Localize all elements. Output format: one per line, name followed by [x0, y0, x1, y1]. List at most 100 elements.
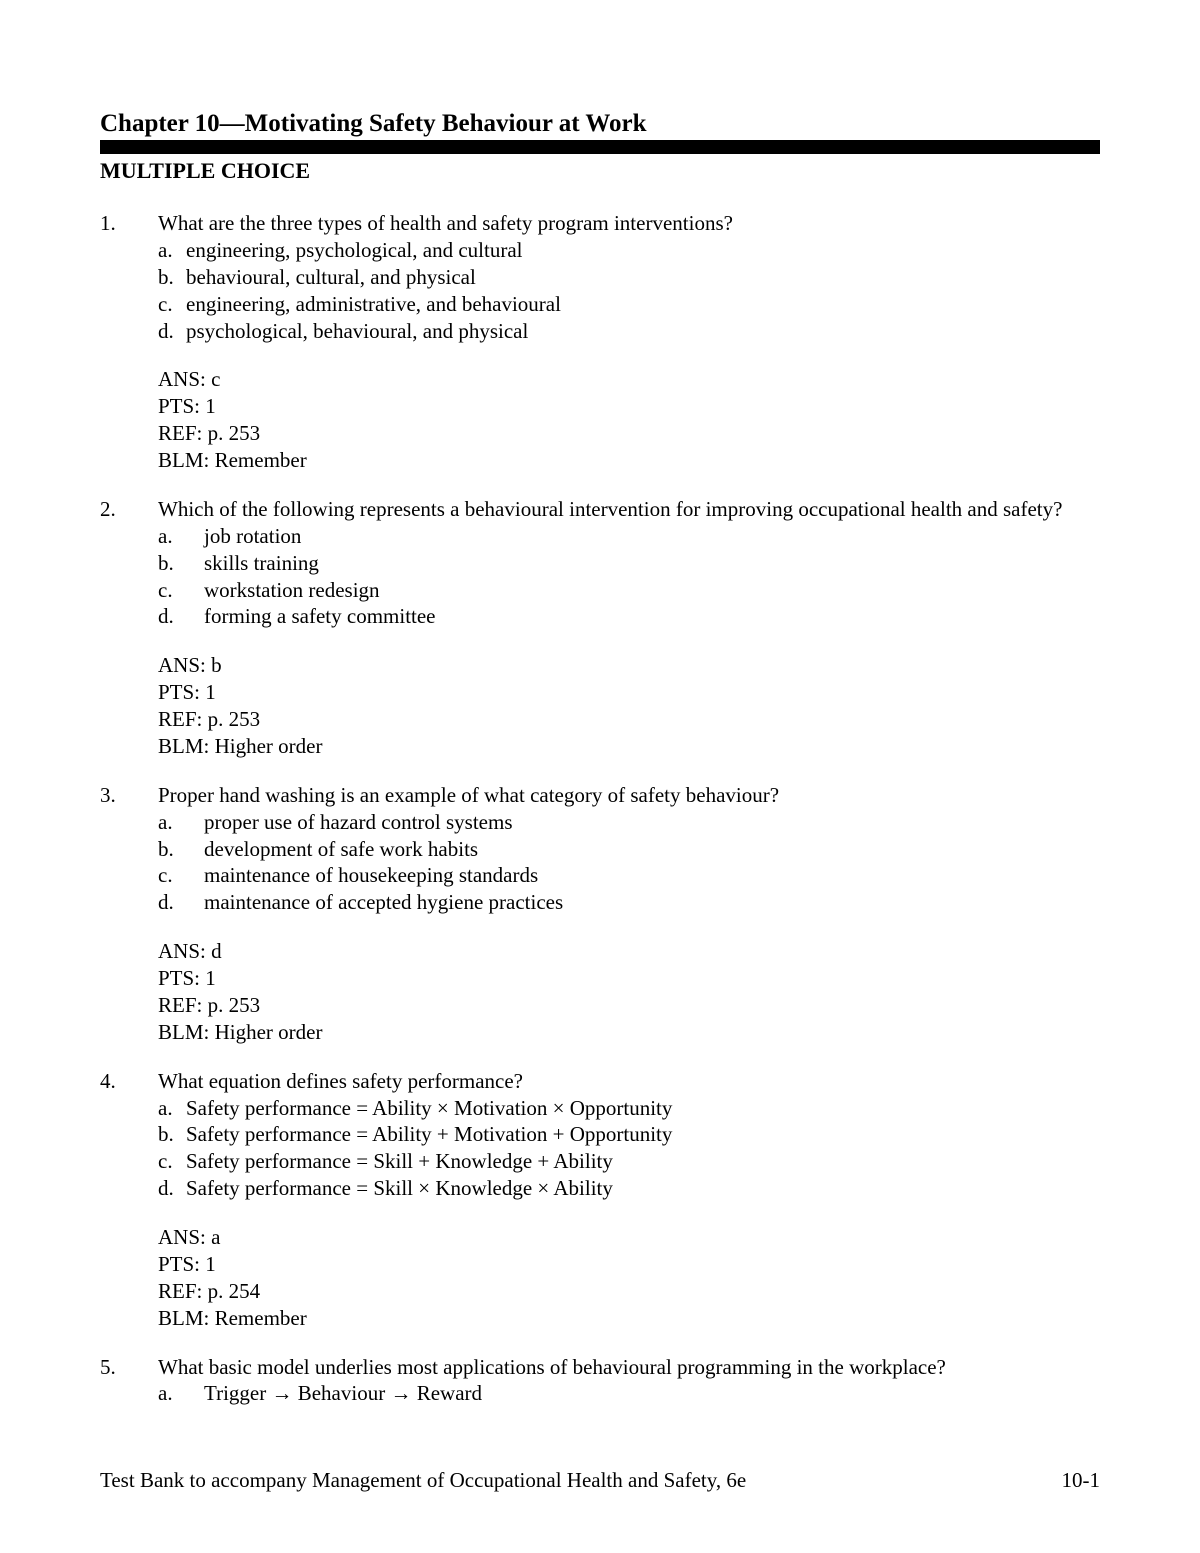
pts-line: PTS: 1 [158, 1251, 1100, 1278]
options-list: a.engineering, psychological, and cultur… [158, 237, 1100, 345]
option-letter: a. [158, 237, 186, 264]
option: d.psychological, behavioural, and physic… [158, 318, 1100, 345]
question-stem: Proper hand washing is an example of wha… [158, 782, 1100, 809]
page-footer: Test Bank to accompany Management of Occ… [100, 1468, 1100, 1493]
ref-line: REF: p. 253 [158, 706, 1100, 733]
footer-left-text: Test Bank to accompany Management of Occ… [100, 1468, 746, 1493]
option-text: development of safe work habits [204, 836, 478, 863]
option: c.engineering, administrative, and behav… [158, 291, 1100, 318]
option: c.Safety performance = Skill + Knowledge… [158, 1148, 1100, 1175]
options-list: a.Trigger → Behaviour → Reward [158, 1380, 1100, 1407]
question-stem: What are the three types of health and s… [158, 210, 1100, 237]
blm-line: BLM: Higher order [158, 1019, 1100, 1046]
question-block: 5. What basic model underlies most appli… [100, 1354, 1100, 1408]
option: c.workstation redesign [158, 577, 1100, 604]
answer-meta: ANS: b PTS: 1 REF: p. 253 BLM: Higher or… [158, 652, 1100, 760]
question-body: What basic model underlies most applicat… [158, 1354, 1100, 1408]
question-body: What are the three types of health and s… [158, 210, 1100, 474]
question-number: 3. [100, 782, 158, 1046]
divider-bar [100, 140, 1100, 154]
ref-line: REF: p. 253 [158, 992, 1100, 1019]
option-letter: a. [158, 523, 204, 550]
option: a.engineering, psychological, and cultur… [158, 237, 1100, 264]
answer-meta: ANS: a PTS: 1 REF: p. 254 BLM: Remember [158, 1224, 1100, 1332]
option-letter: b. [158, 264, 186, 291]
option: b.skills training [158, 550, 1100, 577]
option-text: maintenance of accepted hygiene practice… [204, 889, 563, 916]
answer-line: ANS: b [158, 652, 1100, 679]
footer-page-number: 10-1 [1062, 1468, 1101, 1493]
option-text: Safety performance = Ability + Motivatio… [186, 1121, 672, 1148]
option-text: workstation redesign [204, 577, 380, 604]
question-stem: What equation defines safety performance… [158, 1068, 1100, 1095]
question-number: 1. [100, 210, 158, 474]
option: b.behavioural, cultural, and physical [158, 264, 1100, 291]
question-block: 4. What equation defines safety performa… [100, 1068, 1100, 1332]
option-text: psychological, behavioural, and physical [186, 318, 528, 345]
options-list: a.Safety performance = Ability × Motivat… [158, 1095, 1100, 1203]
option-letter: d. [158, 1175, 186, 1202]
question-block: 2. Which of the following represents a b… [100, 496, 1100, 760]
ref-line: REF: p. 254 [158, 1278, 1100, 1305]
option-letter: c. [158, 862, 204, 889]
option-letter: c. [158, 577, 204, 604]
question-stem: What basic model underlies most applicat… [158, 1354, 1100, 1381]
option-text: Safety performance = Ability × Motivatio… [186, 1095, 672, 1122]
pts-line: PTS: 1 [158, 679, 1100, 706]
pts-line: PTS: 1 [158, 965, 1100, 992]
option-letter: d. [158, 603, 204, 630]
options-list: a.proper use of hazard control systems b… [158, 809, 1100, 917]
answer-line: ANS: a [158, 1224, 1100, 1251]
options-list: a.job rotation b.skills training c.works… [158, 523, 1100, 631]
option-text: proper use of hazard control systems [204, 809, 513, 836]
option-text: Trigger → Behaviour → Reward [204, 1380, 482, 1407]
option-text: engineering, psychological, and cultural [186, 237, 522, 264]
option-letter: c. [158, 1148, 186, 1175]
option-letter: d. [158, 889, 204, 916]
option-text: skills training [204, 550, 319, 577]
option-letter: b. [158, 1121, 186, 1148]
option-text: behavioural, cultural, and physical [186, 264, 476, 291]
option: c.maintenance of housekeeping standards [158, 862, 1100, 889]
option-letter: a. [158, 1095, 186, 1122]
option: a.Trigger → Behaviour → Reward [158, 1380, 1100, 1407]
option: d.Safety performance = Skill × Knowledge… [158, 1175, 1100, 1202]
section-heading: MULTIPLE CHOICE [100, 158, 1100, 184]
question-stem: Which of the following represents a beha… [158, 496, 1100, 523]
option-text: Safety performance = Skill + Knowledge +… [186, 1148, 613, 1175]
option: d.maintenance of accepted hygiene practi… [158, 889, 1100, 916]
question-body: What equation defines safety performance… [158, 1068, 1100, 1332]
page: Chapter 10—Motivating Safety Behaviour a… [0, 0, 1200, 1553]
blm-line: BLM: Remember [158, 1305, 1100, 1332]
answer-meta: ANS: d PTS: 1 REF: p. 253 BLM: Higher or… [158, 938, 1100, 1046]
ref-line: REF: p. 253 [158, 420, 1100, 447]
answer-meta: ANS: c PTS: 1 REF: p. 253 BLM: Remember [158, 366, 1100, 474]
option-letter: b. [158, 836, 204, 863]
chapter-title: Chapter 10—Motivating Safety Behaviour a… [100, 110, 1100, 138]
question-body: Proper hand washing is an example of wha… [158, 782, 1100, 1046]
option-text: Safety performance = Skill × Knowledge ×… [186, 1175, 613, 1202]
option-letter: b. [158, 550, 204, 577]
option-text: maintenance of housekeeping standards [204, 862, 538, 889]
option-text: engineering, administrative, and behavio… [186, 291, 561, 318]
option: d.forming a safety committee [158, 603, 1100, 630]
option-letter: a. [158, 1380, 204, 1407]
answer-line: ANS: c [158, 366, 1100, 393]
question-block: 1. What are the three types of health an… [100, 210, 1100, 474]
question-body: Which of the following represents a beha… [158, 496, 1100, 760]
option-letter: d. [158, 318, 186, 345]
option-letter: a. [158, 809, 204, 836]
option: b.development of safe work habits [158, 836, 1100, 863]
option-text: forming a safety committee [204, 603, 436, 630]
question-number: 2. [100, 496, 158, 760]
question-number: 5. [100, 1354, 158, 1408]
option: a.Safety performance = Ability × Motivat… [158, 1095, 1100, 1122]
option-text: job rotation [204, 523, 301, 550]
blm-line: BLM: Remember [158, 447, 1100, 474]
option-letter: c. [158, 291, 186, 318]
blm-line: BLM: Higher order [158, 733, 1100, 760]
pts-line: PTS: 1 [158, 393, 1100, 420]
question-block: 3. Proper hand washing is an example of … [100, 782, 1100, 1046]
option: b.Safety performance = Ability + Motivat… [158, 1121, 1100, 1148]
option: a.job rotation [158, 523, 1100, 550]
